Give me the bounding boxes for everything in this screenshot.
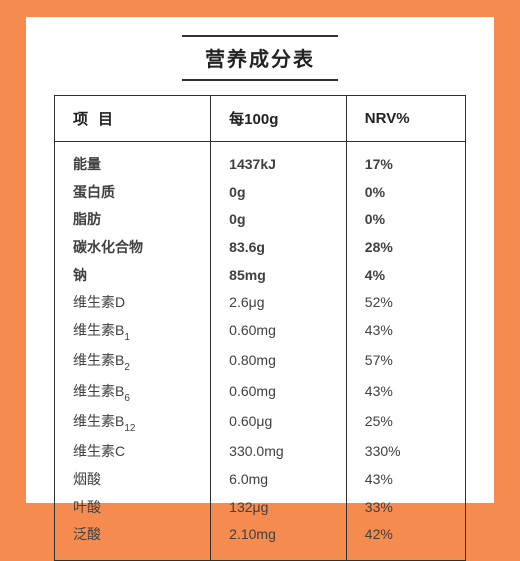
cell-nrv: 33% <box>346 494 465 522</box>
cell-nrv: 0% <box>346 206 465 234</box>
cell-nrv: 25% <box>346 408 465 438</box>
table-row: 叶酸132μg33% <box>55 494 466 522</box>
cell-item: 烟酸 <box>55 466 211 494</box>
cell-nrv: 57% <box>346 347 465 377</box>
cell-item: 泛酸 <box>55 521 211 560</box>
cell-per100g: 83.6g <box>211 234 347 262</box>
table-row: 脂肪0g0% <box>55 206 466 234</box>
cell-per100g: 85mg <box>211 262 347 290</box>
cell-nrv: 43% <box>346 378 465 408</box>
col-header-item: 项目 <box>55 96 211 142</box>
table-row: 蛋白质0g0% <box>55 179 466 207</box>
cell-per100g: 0.60μg <box>211 408 347 438</box>
table-row: 钠85mg4% <box>55 262 466 290</box>
title-rule-bottom <box>182 79 338 81</box>
title-block: 营养成分表 <box>54 35 466 81</box>
col-header-per100g: 每100g <box>211 96 347 142</box>
cell-item: 维生素B6 <box>55 378 211 408</box>
table-row: 烟酸6.0mg43% <box>55 466 466 494</box>
table-row: 碳水化合物83.6g28% <box>55 234 466 262</box>
cell-nrv: 43% <box>346 317 465 347</box>
cell-nrv: 28% <box>346 234 465 262</box>
cell-per100g: 0.60mg <box>211 317 347 347</box>
cell-per100g: 0.60mg <box>211 378 347 408</box>
cell-item: 钠 <box>55 262 211 290</box>
nutrition-panel: 营养成分表 项目 每100g NRV% 能量1437kJ17%蛋白质0g0%脂肪… <box>26 17 494 503</box>
cell-item: 维生素B1 <box>55 317 211 347</box>
cell-nrv: 4% <box>346 262 465 290</box>
cell-per100g: 132μg <box>211 494 347 522</box>
cell-per100g: 2.6μg <box>211 289 347 317</box>
table-header-row: 项目 每100g NRV% <box>55 96 466 142</box>
panel-title: 营养成分表 <box>54 37 466 79</box>
table-row: 维生素B60.60mg43% <box>55 378 466 408</box>
cell-nrv: 330% <box>346 438 465 466</box>
table-row: 维生素C330.0mg330% <box>55 438 466 466</box>
cell-per100g: 2.10mg <box>211 521 347 560</box>
cell-item: 维生素C <box>55 438 211 466</box>
cell-per100g: 0g <box>211 179 347 207</box>
cell-nrv: 0% <box>346 179 465 207</box>
table-row: 能量1437kJ17% <box>55 142 466 179</box>
table-row: 维生素B10.60mg43% <box>55 317 466 347</box>
cell-item: 蛋白质 <box>55 179 211 207</box>
cell-item: 维生素B12 <box>55 408 211 438</box>
col-header-nrv: NRV% <box>346 96 465 142</box>
cell-item: 脂肪 <box>55 206 211 234</box>
nutrition-table: 项目 每100g NRV% 能量1437kJ17%蛋白质0g0%脂肪0g0%碳水… <box>54 95 466 561</box>
table-row: 维生素D2.6μg52% <box>55 289 466 317</box>
cell-per100g: 0g <box>211 206 347 234</box>
cell-nrv: 42% <box>346 521 465 560</box>
cell-item: 维生素B2 <box>55 347 211 377</box>
cell-nrv: 17% <box>346 142 465 179</box>
table-row: 泛酸2.10mg42% <box>55 521 466 560</box>
cell-item: 叶酸 <box>55 494 211 522</box>
cell-item: 碳水化合物 <box>55 234 211 262</box>
cell-item: 维生素D <box>55 289 211 317</box>
cell-per100g: 1437kJ <box>211 142 347 179</box>
cell-nrv: 43% <box>346 466 465 494</box>
cell-per100g: 6.0mg <box>211 466 347 494</box>
cell-nrv: 52% <box>346 289 465 317</box>
table-row: 维生素B20.80mg57% <box>55 347 466 377</box>
cell-per100g: 0.80mg <box>211 347 347 377</box>
cell-item: 能量 <box>55 142 211 179</box>
table-row: 维生素B120.60μg25% <box>55 408 466 438</box>
cell-per100g: 330.0mg <box>211 438 347 466</box>
